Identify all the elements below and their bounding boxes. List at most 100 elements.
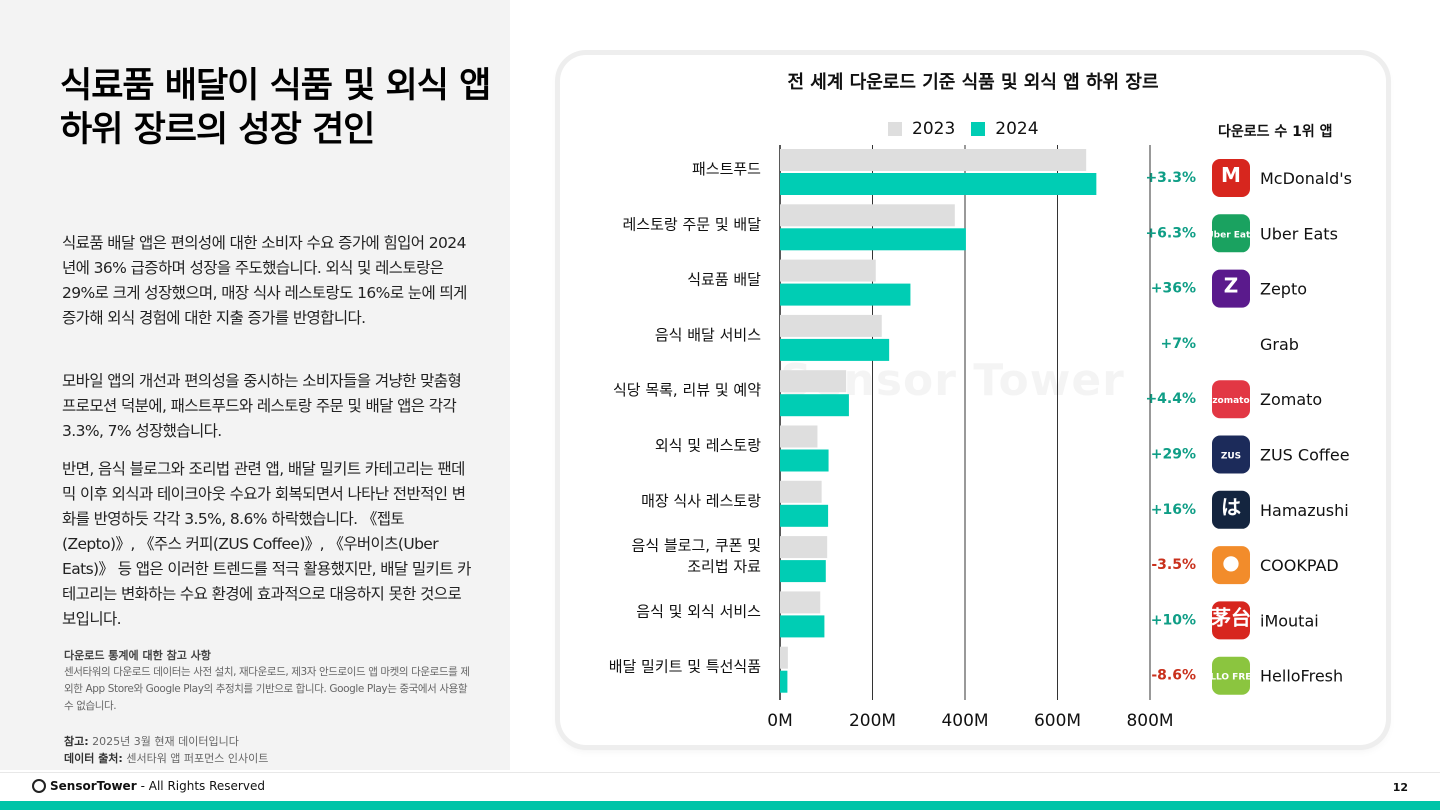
- top-apps-heading: 다운로드 수 1위 앱: [1218, 124, 1333, 140]
- bar-2024: [780, 449, 829, 472]
- mcdonalds-icon-glyph: M: [1221, 163, 1241, 187]
- bar-2023: [780, 204, 955, 227]
- bar-2023: [780, 149, 1087, 171]
- left-panel: [0, 0, 510, 770]
- zus-coffee-icon-glyph: ZUS: [1221, 452, 1241, 462]
- footer-logo: SensorTower - All Rights Reserved: [32, 779, 265, 793]
- bottom-accent-bar: [0, 801, 1440, 810]
- bar-2024: [780, 338, 890, 361]
- source-text: 센서타워 앱 퍼포먼스 인사이트: [126, 752, 269, 765]
- category-label: 음식 및 외식 서비스: [636, 602, 761, 620]
- legend-swatch-2024: [971, 122, 986, 136]
- grab-icon-glyph: Grab: [1219, 341, 1244, 351]
- cookpad-icon: [1212, 546, 1250, 585]
- paragraph-1: 식료품 배달 앱은 편의성에 대한 소비자 수요 증가에 힘입어 2024년에 …: [62, 234, 467, 327]
- x-tick-label: 600M: [1034, 711, 1081, 731]
- zepto-icon-glyph: Z: [1224, 274, 1239, 298]
- source-label: 데이터 출처:: [64, 752, 123, 765]
- category-label: 외식 및 레스토랑: [655, 437, 761, 455]
- hamazushi-icon-glyph: は: [1221, 495, 1241, 519]
- growth-label: -8.6%: [1151, 668, 1196, 684]
- imoutai-icon: [1212, 601, 1250, 640]
- category-label: 음식 배달 서비스: [655, 326, 761, 344]
- app-name: Zomato: [1260, 390, 1322, 409]
- x-tick-label: 400M: [941, 711, 988, 731]
- category-label: 식료품 배달: [687, 271, 761, 289]
- zepto-icon: [1212, 269, 1250, 308]
- cookpad-icon-glyph: ●: [1222, 550, 1239, 574]
- growth-label: +16%: [1151, 502, 1196, 518]
- zomato-icon-glyph: zomato: [1212, 396, 1249, 406]
- bar-2023: [780, 259, 876, 282]
- bar-2023: [780, 646, 788, 669]
- category-label: 배달 밀키트 및 특선식품: [609, 658, 761, 676]
- paragraph-3: 반면, 음식 블로그와 조리법 관련 앱, 배달 밀키트 카테고리는 팬데믹 이…: [62, 460, 471, 628]
- bar-2023: [780, 314, 882, 337]
- growth-label: +6.3%: [1145, 225, 1196, 241]
- hellofresh-icon-glyph: HELLO FRESH: [1197, 673, 1266, 683]
- chart-legend: 2023 2024: [888, 119, 1055, 139]
- growth-label: +36%: [1151, 281, 1196, 297]
- bar-2024: [780, 394, 849, 417]
- hamazushi-icon: [1212, 490, 1250, 529]
- bar-2023: [780, 536, 828, 559]
- category-label: 패스트푸드: [692, 160, 761, 178]
- footer-brand: SensorTower: [50, 779, 137, 793]
- uber-eats-icon: [1212, 214, 1250, 253]
- bar-2024: [780, 173, 1097, 195]
- app-name: McDonald's: [1260, 169, 1352, 188]
- growth-label: +7%: [1161, 336, 1197, 352]
- reference-text: 2025년 3월 현재 데이터입니다: [92, 735, 239, 748]
- chart-title: 전 세계 다운로드 기준 식품 및 외식 앱 하위 장르: [787, 72, 1159, 93]
- category-label: 매장 식사 레스토랑: [641, 492, 761, 510]
- paragraph-2: 모바일 앱의 개선과 편의성을 중시하는 소비자들을 겨냥한 맞춤형 프로모션 …: [62, 372, 462, 440]
- app-name: ZUS Coffee: [1260, 446, 1350, 465]
- bar-2023: [780, 370, 847, 393]
- bar-2023: [780, 480, 822, 503]
- app-name: Hamazushi: [1260, 501, 1349, 520]
- app-name: Grab: [1260, 335, 1299, 354]
- bar-2024: [780, 615, 825, 638]
- app-name: iMoutai: [1260, 611, 1319, 630]
- note-heading: 다운로드 통계에 대한 참고 사항: [64, 649, 211, 662]
- bar-2024: [780, 670, 788, 693]
- category-label: 식당 목록, 리뷰 및 예약: [613, 381, 761, 399]
- bar-2023: [780, 425, 818, 448]
- app-name: HelloFresh: [1260, 667, 1343, 686]
- page-number: 12: [1392, 781, 1408, 794]
- uber-eats-icon-glyph: Uber Eats: [1206, 230, 1255, 240]
- growth-label: +4.4%: [1145, 391, 1196, 407]
- legend-label-2024: 2024: [995, 119, 1039, 139]
- app-name: COOKPAD: [1260, 556, 1339, 575]
- bar-2023: [780, 591, 821, 614]
- x-tick-label: 200M: [849, 711, 896, 731]
- x-tick-label: 0M: [767, 711, 792, 731]
- bar-2024: [780, 504, 829, 527]
- grab-icon: [1211, 324, 1251, 364]
- growth-label: -3.5%: [1151, 557, 1196, 573]
- zus-coffee-icon: [1212, 435, 1250, 474]
- sensortower-logo-icon: [32, 779, 46, 793]
- note-body: 센서타워의 다운로드 데이터는 사전 설치, 재다운로드, 제3자 안드로이드 …: [64, 666, 470, 712]
- zomato-icon: [1212, 380, 1250, 419]
- legend-swatch-2023: [888, 122, 902, 136]
- bar-2024: [780, 283, 911, 306]
- bar-2024: [780, 228, 966, 251]
- x-tick-label: 800M: [1126, 711, 1173, 731]
- mcdonalds-icon: [1212, 159, 1250, 197]
- growth-label: +10%: [1151, 612, 1196, 628]
- legend-item-2023: 2023: [888, 119, 955, 139]
- reference-label: 참고:: [64, 735, 89, 748]
- legend-label-2023: 2023: [912, 119, 956, 139]
- bar-2024: [780, 560, 826, 583]
- category-label: 음식 블로그, 쿠폰 및: [632, 537, 761, 555]
- growth-label: +3.3%: [1145, 170, 1196, 186]
- page-title: 식료품 배달이 식품 및 외식 앱 하위 장르의 성장 견인: [60, 66, 491, 150]
- footer-divider: [0, 772, 1440, 773]
- hellofresh-icon: [1212, 656, 1250, 695]
- reference-note: 참고: 2025년 3월 현재 데이터입니다: [64, 733, 239, 749]
- legend-item-2024: 2024: [971, 119, 1039, 139]
- footer-rights: - All Rights Reserved: [140, 779, 265, 793]
- app-name: Uber Eats: [1260, 224, 1338, 243]
